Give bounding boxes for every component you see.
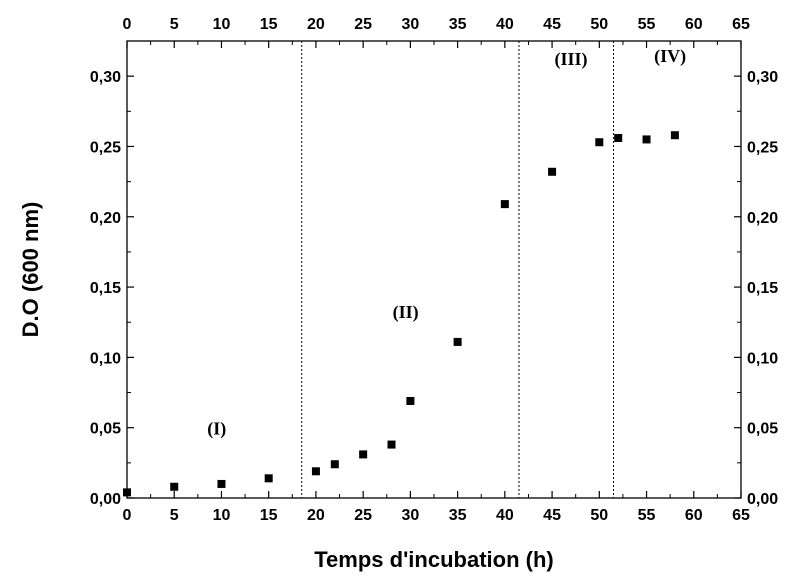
x-tick-label: 50 — [590, 507, 608, 524]
y-tick-label-right: 0,00 — [747, 491, 778, 508]
x-tick-label-top: 15 — [260, 16, 278, 33]
x-axis-title: Temps d'incubation (h) — [314, 547, 553, 572]
x-tick-label: 60 — [685, 507, 703, 524]
data-point — [359, 450, 368, 459]
x-tick-label: 35 — [449, 507, 467, 524]
x-tick-label-top: 40 — [496, 16, 514, 33]
y-tick-labels-left: 0,00 0,05 0,10 0,15 0,20 0,25 0,30 — [90, 69, 121, 508]
data-points — [123, 131, 679, 497]
y-tick-label-right: 0,15 — [747, 280, 778, 297]
x-tick-label-top: 20 — [307, 16, 325, 33]
x-tick-label-top: 45 — [543, 16, 561, 33]
phase-label: (III) — [554, 49, 587, 70]
x-tick-label-top: 25 — [354, 16, 372, 33]
x-tick-label-top: 50 — [590, 16, 608, 33]
data-point — [123, 488, 131, 497]
y-tick-label-right: 0,30 — [747, 69, 778, 86]
x-tick-label: 20 — [307, 507, 325, 524]
phase-label: (IV) — [654, 46, 686, 67]
data-point — [264, 474, 273, 483]
y-tick-label: 0,00 — [90, 491, 121, 508]
phase-label: (II) — [393, 302, 419, 323]
data-point — [170, 482, 179, 491]
data-point — [670, 131, 679, 140]
y-tick-label: 0,10 — [90, 350, 121, 367]
x-tick-label: 65 — [732, 507, 750, 524]
data-point — [217, 479, 226, 488]
phase-dividers — [301, 41, 614, 498]
y-tick-label-right: 0,05 — [747, 421, 778, 438]
y-tick-labels-right: 0,00 0,05 0,10 0,15 0,20 0,25 0,30 — [747, 69, 778, 508]
x-tick-label-top: 60 — [685, 16, 703, 33]
phase-labels: (I) (II) (III) (IV) — [207, 46, 686, 440]
x-tick-label: 10 — [213, 507, 231, 524]
x-tick-label: 45 — [543, 507, 561, 524]
data-point — [642, 135, 651, 144]
x-tick-label: 15 — [260, 507, 278, 524]
x-tick-labels-top: 0 5 10 15 20 25 30 35 40 45 50 55 60 65 — [123, 16, 750, 33]
x-tick-label-top: 0 — [123, 16, 132, 33]
data-point — [453, 337, 462, 346]
data-point — [548, 167, 557, 176]
x-tick-label-top: 55 — [638, 16, 656, 33]
y-tick-label: 0,05 — [90, 421, 121, 438]
x-tick-label: 25 — [354, 507, 372, 524]
y-tick-label-right: 0,10 — [747, 350, 778, 367]
data-point — [406, 396, 415, 405]
x-tick-label-top: 35 — [449, 16, 467, 33]
y-axis-title: D.O (600 nm) — [18, 202, 43, 338]
x-tick-label-top: 5 — [170, 16, 179, 33]
x-tick-label: 5 — [170, 507, 179, 524]
data-point — [387, 440, 396, 449]
data-point — [595, 138, 604, 147]
data-point — [330, 460, 339, 469]
y-tick-label-right: 0,20 — [747, 210, 778, 227]
x-tick-label: 40 — [496, 507, 514, 524]
x-tick-label-top: 65 — [732, 16, 750, 33]
x-tick-label: 55 — [638, 507, 656, 524]
x-tick-label: 30 — [401, 507, 419, 524]
y-tick-label: 0,30 — [90, 69, 121, 86]
x-tick-labels-bottom: 0 5 10 15 20 25 30 35 40 45 50 55 60 65 — [123, 507, 750, 524]
x-tick-label-top: 30 — [401, 16, 419, 33]
x-tick-label: 0 — [123, 507, 132, 524]
y-tick-label: 0,20 — [90, 210, 121, 227]
data-point — [311, 467, 320, 476]
y-tick-label-right: 0,25 — [747, 139, 778, 156]
data-point — [500, 200, 509, 209]
y-tick-label: 0,15 — [90, 280, 121, 297]
data-point — [614, 134, 623, 143]
y-tick-label: 0,25 — [90, 139, 121, 156]
phase-label: (I) — [207, 419, 226, 440]
x-tick-label-top: 10 — [213, 16, 231, 33]
